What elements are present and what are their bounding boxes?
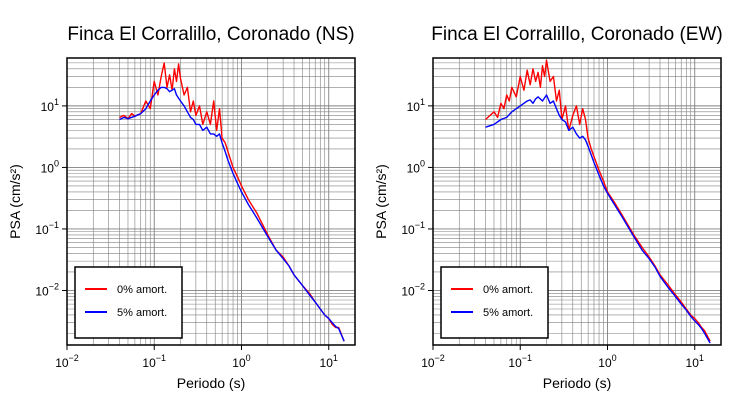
chart-title: Finca El Corralillo, Coronado (EW) <box>431 24 722 45</box>
x-tick-label: 10−2 <box>421 353 445 370</box>
legend: 0% amort. 5% amort. <box>74 266 183 339</box>
chart-title: Finca El Corralillo, Coronado (NS) <box>67 24 354 45</box>
y-tick-label: 101 <box>41 97 59 114</box>
y-tick-label: 10−2 <box>35 281 59 298</box>
y-axis-label: PSA (cm/s²) <box>373 164 389 239</box>
grid <box>67 58 355 345</box>
x-axis-label: Periodo (s) <box>177 375 245 391</box>
y-tick-label: 100 <box>41 158 59 175</box>
legend-label: 5% amort. <box>483 307 533 319</box>
chart-panel-2: 10−2 10−1 100 101 10−2 10−1 100 101 Finca El Cor… <box>373 24 723 391</box>
y-tick-label: 10−2 <box>401 281 425 298</box>
y-tick-label: 100 <box>407 158 425 175</box>
y-tick-label: 10−1 <box>401 220 425 237</box>
plot-frame <box>432 57 722 346</box>
plot-frame <box>66 57 356 346</box>
x-axis-label: Periodo (s) <box>543 375 611 391</box>
x-tick-label: 101 <box>320 353 338 370</box>
y-axis-label: PSA (cm/s²) <box>7 164 23 239</box>
legend-label: 5% amort. <box>117 307 167 319</box>
legend: 0% amort. 5% amort. <box>440 266 549 339</box>
x-tick-label: 10−1 <box>508 353 532 370</box>
legend-box <box>440 266 549 339</box>
series-line-blue <box>119 86 345 342</box>
legend-box <box>74 266 183 339</box>
chart-panel-1: 10−2 10−1 100 101 10−2 10−1 100 101 Finca El Cor… <box>7 24 356 391</box>
y-tick-label: 101 <box>407 97 425 114</box>
series-line-blue <box>485 94 711 344</box>
x-tick-label: 10−2 <box>55 353 79 370</box>
y-tick-label: 10−1 <box>35 220 59 237</box>
x-tick-label: 100 <box>598 353 616 370</box>
x-tick-label: 100 <box>232 353 250 370</box>
legend-label: 0% amort. <box>117 284 167 296</box>
x-tick-label: 10−1 <box>142 353 166 370</box>
x-tick-label: 101 <box>686 353 704 370</box>
legend-label: 0% amort. <box>483 284 533 296</box>
series-line-red <box>485 59 711 342</box>
